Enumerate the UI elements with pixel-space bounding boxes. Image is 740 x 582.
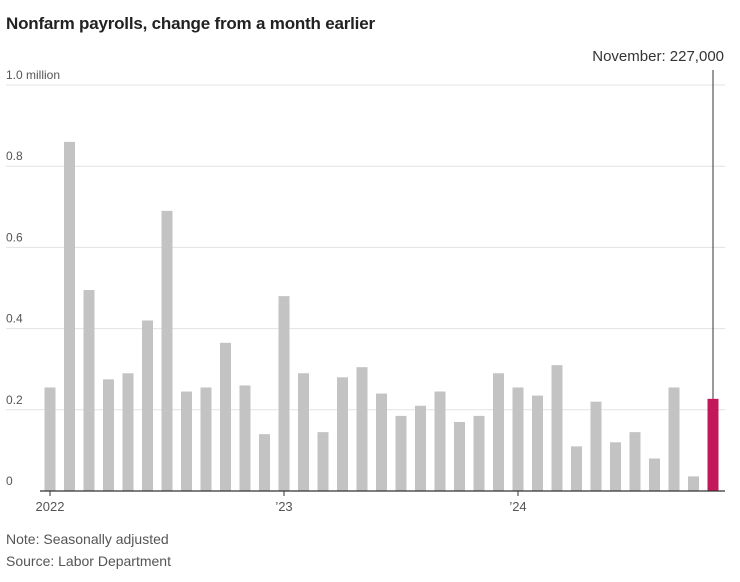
bar xyxy=(590,401,602,491)
source-text: Source: Labor Department xyxy=(6,553,171,569)
bar xyxy=(356,367,368,491)
bar xyxy=(629,432,641,491)
bar xyxy=(512,387,524,491)
bar xyxy=(532,395,543,491)
bar xyxy=(122,373,134,491)
bar xyxy=(103,379,114,491)
bar xyxy=(551,365,563,491)
bar xyxy=(142,320,153,491)
bar xyxy=(571,446,582,491)
bar xyxy=(395,415,407,491)
y-tick-label: 0.4 xyxy=(6,312,23,326)
bar xyxy=(376,393,387,491)
y-tick-label: 0 xyxy=(6,474,13,488)
bar xyxy=(610,442,621,491)
y-tick-label: 0.6 xyxy=(6,230,23,244)
annotation: November: 227,000 xyxy=(592,48,724,399)
bar xyxy=(298,373,309,491)
gridlines xyxy=(6,84,725,411)
bar xyxy=(83,290,95,491)
bar xyxy=(239,385,251,491)
tick-labels: 1.0 million 0.8 0.6 0.4 0.2 0 2022 ’23 ’24 xyxy=(6,68,527,514)
axes xyxy=(40,490,725,496)
bar xyxy=(220,342,231,491)
bar xyxy=(161,210,173,492)
bar-highlight xyxy=(707,398,719,491)
bar xyxy=(454,421,465,491)
bar xyxy=(473,415,485,491)
y-tick-label: 1.0 million xyxy=(6,68,60,82)
bar xyxy=(200,387,212,491)
bar xyxy=(493,373,504,491)
y-tick-label: 0.8 xyxy=(6,149,23,163)
bar xyxy=(649,458,660,491)
bar xyxy=(337,377,348,491)
note-text: Note: Seasonally adjusted xyxy=(6,531,169,547)
bar xyxy=(317,432,329,491)
bar xyxy=(181,391,192,491)
annotation-label: November: 227,000 xyxy=(592,48,724,65)
bar xyxy=(688,476,699,491)
bar xyxy=(44,387,56,491)
bars xyxy=(44,141,719,492)
x-tick-label: ’23 xyxy=(275,499,292,514)
bar xyxy=(415,405,426,491)
bar xyxy=(668,387,680,491)
bar xyxy=(278,296,290,491)
bar xyxy=(64,141,75,491)
bar xyxy=(259,434,270,491)
y-tick-label: 0.2 xyxy=(6,393,23,407)
bar xyxy=(434,391,446,491)
chart-title: Nonfarm payrolls, change from a month ea… xyxy=(6,14,375,33)
x-tick-label: 2022 xyxy=(36,499,65,514)
x-tick-label: ’24 xyxy=(509,499,526,514)
